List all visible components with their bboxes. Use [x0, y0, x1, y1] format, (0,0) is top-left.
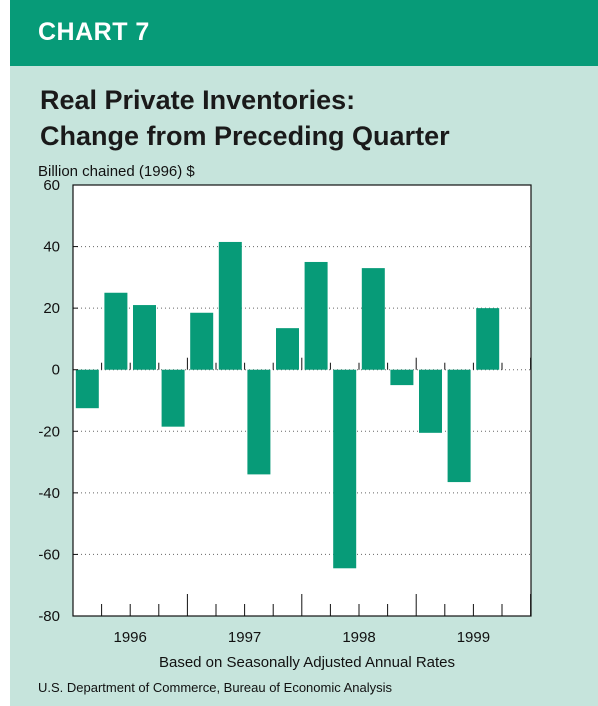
- bar: [190, 312, 214, 370]
- chart-title: Real Private Inventories: Change from Pr…: [40, 82, 580, 154]
- y-tick-label: -40: [38, 485, 60, 502]
- bar: [104, 292, 128, 370]
- x-tick-label: 1997: [228, 629, 261, 646]
- bar: [161, 369, 185, 427]
- bar: [247, 369, 271, 475]
- y-tick-label: -80: [38, 608, 60, 625]
- bar: [361, 268, 385, 370]
- y-tick-label: -60: [38, 546, 60, 563]
- bar: [75, 369, 99, 409]
- plot-frame: [72, 184, 532, 617]
- x-tick-label: 1999: [457, 629, 490, 646]
- bars: [75, 241, 500, 569]
- y-tick-label: 0: [52, 362, 60, 379]
- x-axis-label: Based on Seasonally Adjusted Annual Rate…: [159, 654, 455, 671]
- y-tick-label: -20: [38, 423, 60, 440]
- x-tick-label: 1996: [114, 629, 147, 646]
- bar: [419, 369, 442, 433]
- bar: [276, 328, 299, 370]
- y-axis-label: Billion chained (1996) $: [38, 163, 195, 180]
- bar: [333, 369, 357, 569]
- bar: [218, 241, 242, 370]
- chart-number-label: CHART 7: [38, 18, 150, 46]
- chart-title-line-1: Real Private Inventories:: [40, 85, 356, 115]
- bar: [304, 261, 328, 370]
- source-note: U.S. Department of Commerce, Bureau of E…: [38, 680, 393, 695]
- x-tick-label: 1998: [342, 629, 375, 646]
- bar: [447, 369, 471, 483]
- bar: [390, 369, 414, 386]
- bar: [476, 308, 500, 370]
- y-tick-labels: 60 40 20 0 -20 -40 -60 -80: [38, 177, 60, 625]
- chart-banner: CHART 7: [10, 0, 598, 66]
- y-tick-label: 60: [43, 177, 60, 194]
- bar: [133, 305, 156, 370]
- chart-title-line-2: Change from Preceding Quarter: [40, 121, 450, 151]
- x-tick-labels: 1996 1997 1998 1999: [114, 629, 491, 646]
- y-tick-label: 20: [43, 300, 60, 317]
- y-tick-label: 40: [43, 239, 60, 256]
